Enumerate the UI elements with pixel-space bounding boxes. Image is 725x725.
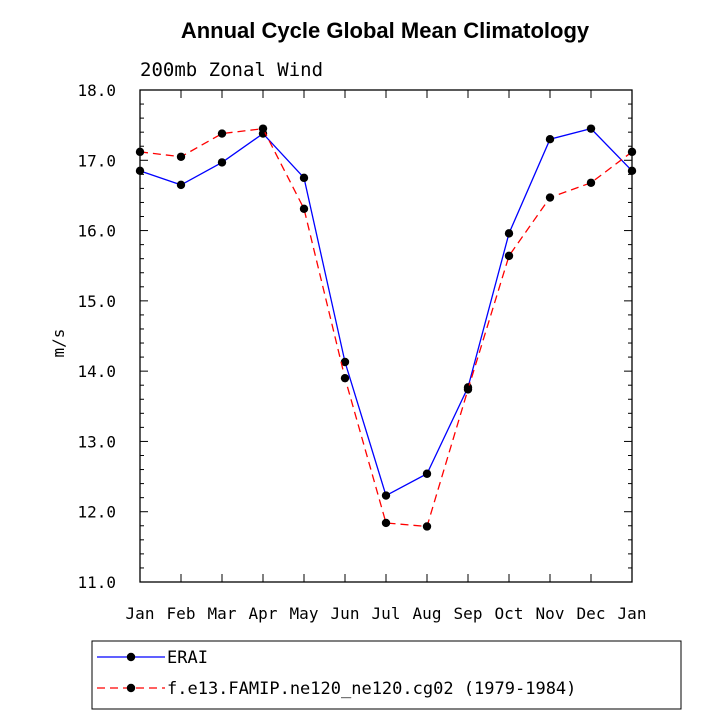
data-point: [422, 522, 432, 531]
data-point: [627, 166, 637, 176]
data-point: [176, 180, 186, 190]
x-tick-label: Dec: [577, 604, 606, 623]
x-tick-label: Jan: [618, 604, 647, 623]
y-tick-label: 17.0: [77, 151, 116, 170]
data-point: [135, 166, 145, 176]
data-point: [340, 373, 350, 383]
x-tick-label: Nov: [536, 604, 565, 623]
series-2: [135, 124, 637, 531]
data-point: [504, 251, 514, 261]
series-line: [139, 127, 633, 497]
y-tick-label: 15.0: [77, 292, 116, 311]
x-tick-label: Jul: [372, 604, 401, 623]
y-tick-label: 11.0: [77, 573, 116, 592]
x-tick-label: Apr: [249, 604, 278, 623]
data-point: [381, 491, 391, 500]
chart-title: Annual Cycle Global Mean Climatology: [181, 18, 590, 43]
data-point: [545, 193, 555, 202]
legend: ERAI f.e13.FAMIP.ne120_ne120.cg02 (1979-1…: [91, 640, 682, 710]
x-tick-label: Jan: [126, 604, 155, 623]
data-point: [545, 135, 555, 144]
series-layer: [135, 124, 637, 531]
x-tick-label: Mar: [208, 604, 237, 623]
data-point: [586, 178, 596, 187]
data-point: [340, 357, 350, 367]
y-tick-label: 13.0: [77, 432, 116, 451]
plot-frame: [139, 89, 633, 583]
legend-item: f.e13.FAMIP.ne120_ne120.cg02 (1979-1984): [97, 679, 576, 699]
y-tick-label: 12.0: [77, 503, 116, 522]
legend-label: f.e13.FAMIP.ne120_ne120.cg02 (1979-1984): [167, 679, 576, 699]
x-tick-label: Aug: [413, 604, 442, 623]
data-point: [176, 152, 186, 161]
data-point: [627, 147, 637, 157]
legend-item: ERAI: [97, 648, 208, 668]
data-point: [381, 518, 391, 528]
x-tick-label: Oct: [495, 604, 524, 623]
x-tick-label: Jun: [331, 604, 360, 623]
legend-label: ERAI: [167, 648, 208, 668]
data-point: [299, 173, 309, 183]
data-point: [504, 229, 514, 238]
data-point: [217, 129, 227, 138]
chart-subtitle: 200mb Zonal Wind: [140, 59, 323, 81]
y-tick-label: 16.0: [77, 222, 116, 241]
data-point: [258, 124, 268, 133]
x-tick-label: Sep: [454, 604, 483, 623]
legend-box: [91, 640, 682, 710]
y-tick-label: 18.0: [77, 81, 116, 100]
data-point: [217, 158, 227, 167]
data-point: [586, 124, 596, 133]
data-point: [135, 147, 145, 157]
y-axis-label: m/s: [49, 329, 68, 358]
data-point: [463, 385, 473, 394]
series-line: [139, 127, 633, 528]
legend-items: ERAI f.e13.FAMIP.ne120_ne120.cg02 (1979-1…: [97, 648, 576, 699]
x-tick-label: May: [290, 604, 319, 623]
x-tick-label: Feb: [167, 604, 196, 623]
data-point: [299, 204, 309, 213]
y-tick-label: 14.0: [77, 362, 116, 381]
legend-marker: [126, 652, 136, 662]
axis-ticks: Jan Feb Mar Apr May Jun Jul Aug Sep Oct Nov Dec Jan 1…: [77, 81, 646, 623]
data-point: [422, 469, 432, 478]
legend-marker: [126, 683, 136, 693]
series-1: [135, 124, 637, 500]
